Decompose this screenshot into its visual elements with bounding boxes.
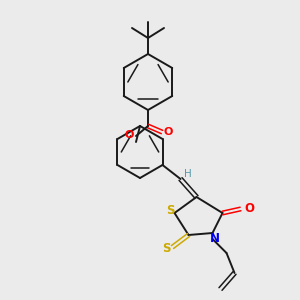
Text: H: H [184,169,191,179]
Text: S: S [162,242,171,256]
Text: S: S [166,203,175,217]
Text: O: O [124,130,134,140]
Text: N: N [209,232,220,244]
Text: O: O [244,202,254,214]
Text: O: O [163,127,172,137]
